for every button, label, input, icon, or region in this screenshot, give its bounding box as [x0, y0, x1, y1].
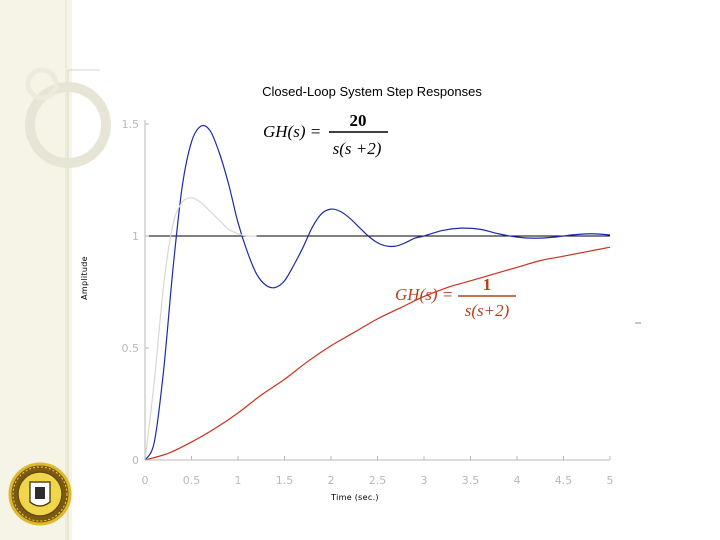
university-seal-icon — [8, 462, 72, 526]
y-tick-label: 1.5 — [122, 118, 140, 131]
y-tick-label: 0 — [132, 454, 139, 467]
x-tick-label: 1.5 — [276, 474, 294, 487]
y-tick-label: 1 — [132, 230, 139, 243]
x-tick-label: 0 — [142, 474, 149, 487]
annotation-gh-20: GH(s) = 20 s(s +2) — [263, 111, 388, 158]
annotation-gh-1-lhs: GH(s) = — [395, 285, 453, 304]
x-tick-label: 2.5 — [369, 474, 387, 487]
y-tick-label: 0.5 — [122, 342, 140, 355]
tick-layer: 0 0.5 1 1.5 2 2.5 3 3.5 4 4.5 5 0 0.5 1 1.5 — [122, 118, 614, 487]
annotation-gh-1: GH(s) = 1 s(s+2) — [395, 275, 516, 320]
x-tick-label: 5 — [607, 474, 614, 487]
slide-ring-small — [25, 67, 59, 101]
x-tick-label: 2 — [328, 474, 335, 487]
annotation-gh-1-numerator: 1 — [483, 275, 492, 294]
annotation-gh-20-denominator: s(s +2) — [333, 139, 382, 158]
x-tick-label: 1 — [235, 474, 242, 487]
annotation-gh-1-denominator: s(s+2) — [465, 301, 510, 320]
series-line-2 — [144, 246, 611, 461]
plot-axes — [144, 120, 610, 461]
x-tick-label: 3 — [421, 474, 428, 487]
y-axis-label: Amplitude — [80, 256, 89, 300]
slide-ring-large — [25, 82, 111, 168]
chart-title: Closed-Loop System Step Responses — [262, 84, 482, 99]
x-tick-label: 0.5 — [183, 474, 201, 487]
annotation-gh-20-lhs: GH(s) = — [263, 122, 321, 141]
x-axis-label: Time (sec.) — [330, 493, 379, 502]
x-tick-label: 4.5 — [555, 474, 573, 487]
x-tick-label: 3.5 — [462, 474, 480, 487]
series-line-1 — [144, 197, 257, 461]
series-layer — [144, 124, 611, 461]
annotation-gh-20-numerator: 20 — [350, 111, 367, 130]
series-line-0 — [144, 124, 611, 461]
x-tick-label: 4 — [514, 474, 521, 487]
